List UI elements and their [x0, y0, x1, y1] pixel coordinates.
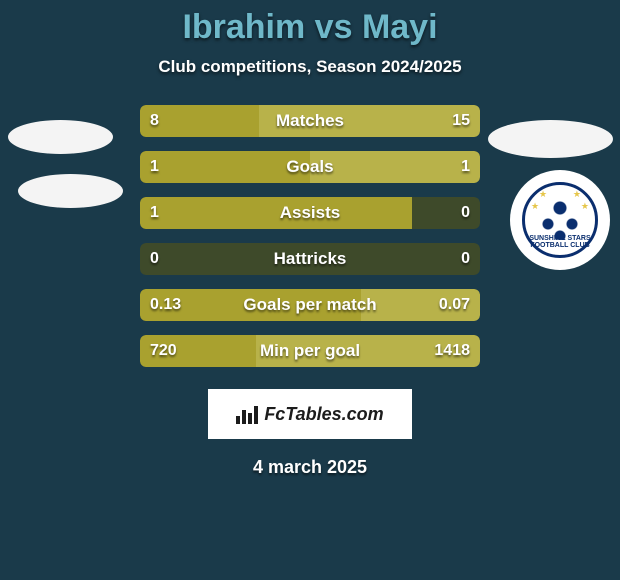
bar-chart-icon	[236, 404, 258, 424]
logo-text-line2: FOOTBALL CLUB	[530, 242, 589, 249]
right-team-logo: ★ ★ ★ ★ SUNSHINE STARS FOOTBALL CLUB	[510, 170, 610, 270]
page-title: Ibrahim vs Mayi	[0, 0, 620, 47]
left-team-ellipse-2	[18, 174, 123, 208]
stat-label: Min per goal	[140, 335, 480, 367]
watermark-text: FcTables.com	[264, 404, 383, 425]
stat-row: 0.130.07Goals per match	[140, 289, 480, 321]
stat-label: Goals	[140, 151, 480, 183]
stat-label: Hattricks	[140, 243, 480, 275]
right-team-ellipse	[488, 120, 613, 158]
team-logo-ring: ★ ★ ★ ★ SUNSHINE STARS FOOTBALL CLUB	[522, 182, 598, 258]
logo-text: SUNSHINE STARS FOOTBALL CLUB	[525, 235, 595, 249]
logo-text-line1: SUNSHINE STARS	[529, 235, 590, 242]
left-team-ellipse-1	[8, 120, 113, 154]
stat-row: 11Goals	[140, 151, 480, 183]
stat-row: 7201418Min per goal	[140, 335, 480, 367]
stat-row: 00Hattricks	[140, 243, 480, 275]
date-label: 4 march 2025	[0, 457, 620, 478]
stat-label: Goals per match	[140, 289, 480, 321]
stat-label: Assists	[140, 197, 480, 229]
comparison-bars: 815Matches 11Goals 10Assists 00Hattricks 0.1…	[140, 105, 480, 367]
stat-row: 815Matches	[140, 105, 480, 137]
fctables-link[interactable]: FcTables.com	[208, 389, 412, 439]
stat-row: 10Assists	[140, 197, 480, 229]
stat-label: Matches	[140, 105, 480, 137]
page-subtitle: Club competitions, Season 2024/2025	[0, 57, 620, 77]
